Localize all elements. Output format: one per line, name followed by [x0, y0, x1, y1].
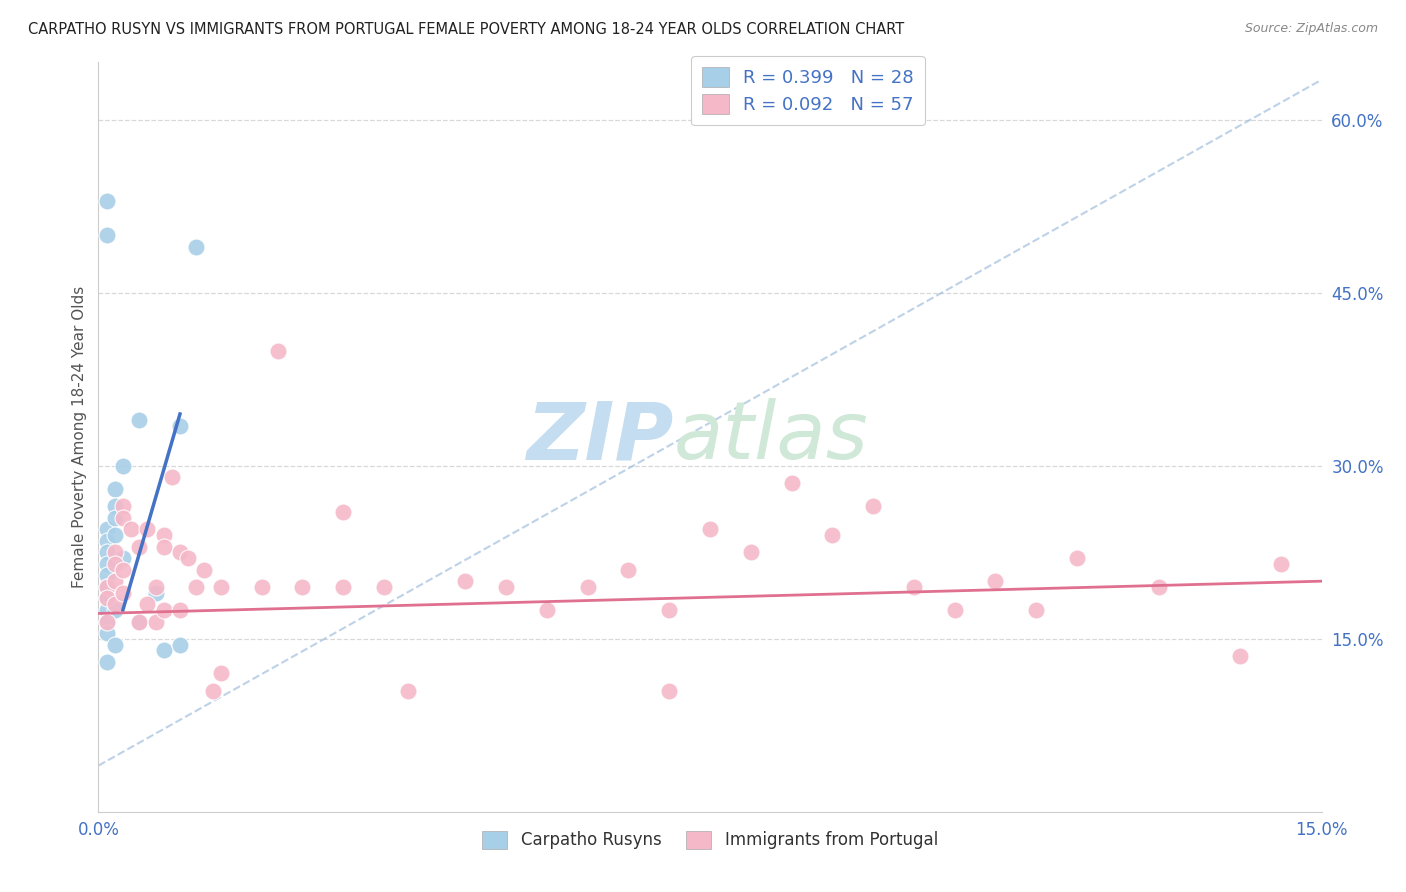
Point	[120, 522, 142, 536]
Point	[111, 510, 134, 524]
Point	[821, 528, 844, 542]
Point	[96, 533, 118, 548]
Point	[111, 563, 134, 577]
Point	[862, 500, 884, 514]
Point	[536, 603, 558, 617]
Point	[373, 580, 395, 594]
Point	[984, 574, 1007, 589]
Point	[136, 522, 159, 536]
Point	[903, 580, 925, 594]
Point	[658, 603, 681, 617]
Point	[104, 574, 127, 589]
Point	[617, 563, 640, 577]
Point	[658, 683, 681, 698]
Point	[1229, 649, 1251, 664]
Point	[943, 603, 966, 617]
Point	[96, 603, 118, 617]
Point	[332, 505, 354, 519]
Point	[111, 500, 134, 514]
Point	[177, 551, 200, 566]
Point	[111, 551, 134, 566]
Point	[128, 615, 150, 629]
Point	[1147, 580, 1170, 594]
Point	[186, 240, 208, 254]
Point	[104, 545, 127, 559]
Point	[740, 545, 762, 559]
Point	[699, 522, 721, 536]
Point	[332, 580, 354, 594]
Point	[96, 591, 118, 606]
Point	[576, 580, 599, 594]
Point	[111, 458, 134, 473]
Point	[291, 580, 314, 594]
Point	[96, 591, 118, 606]
Point	[96, 655, 118, 669]
Point	[104, 557, 127, 571]
Point	[209, 666, 232, 681]
Point	[145, 585, 167, 599]
Point	[96, 522, 118, 536]
Point	[152, 540, 174, 554]
Point	[209, 580, 232, 594]
Point	[201, 683, 224, 698]
Point	[152, 603, 174, 617]
Point	[780, 476, 803, 491]
Point	[193, 563, 215, 577]
Point	[152, 643, 174, 657]
Point	[396, 683, 419, 698]
Point	[136, 597, 159, 611]
Point	[186, 580, 208, 594]
Point	[96, 194, 118, 208]
Point	[145, 580, 167, 594]
Point	[267, 343, 290, 358]
Point	[96, 615, 118, 629]
Text: Source: ZipAtlas.com: Source: ZipAtlas.com	[1244, 22, 1378, 36]
Point	[96, 228, 118, 243]
Legend: Carpatho Rusyns, Immigrants from Portugal: Carpatho Rusyns, Immigrants from Portuga…	[475, 824, 945, 855]
Text: CARPATHO RUSYN VS IMMIGRANTS FROM PORTUGAL FEMALE POVERTY AMONG 18-24 YEAR OLDS : CARPATHO RUSYN VS IMMIGRANTS FROM PORTUG…	[28, 22, 904, 37]
Point	[1270, 557, 1292, 571]
Point	[104, 482, 127, 496]
Point	[152, 528, 174, 542]
Y-axis label: Female Poverty Among 18-24 Year Olds: Female Poverty Among 18-24 Year Olds	[72, 286, 87, 588]
Point	[104, 638, 127, 652]
Point	[128, 413, 150, 427]
Point	[104, 603, 127, 617]
Point	[104, 510, 127, 524]
Point	[96, 615, 118, 629]
Point	[96, 568, 118, 582]
Point	[96, 580, 118, 594]
Point	[454, 574, 477, 589]
Point	[96, 626, 118, 640]
Point	[169, 603, 191, 617]
Point	[1066, 551, 1088, 566]
Point	[128, 615, 150, 629]
Text: atlas: atlas	[673, 398, 868, 476]
Point	[160, 470, 183, 484]
Text: ZIP: ZIP	[526, 398, 673, 476]
Point	[169, 545, 191, 559]
Point	[104, 500, 127, 514]
Point	[128, 540, 150, 554]
Point	[96, 545, 118, 559]
Point	[96, 557, 118, 571]
Point	[1025, 603, 1047, 617]
Point	[495, 580, 517, 594]
Point	[169, 418, 191, 433]
Point	[145, 615, 167, 629]
Point	[96, 580, 118, 594]
Point	[104, 528, 127, 542]
Point	[104, 597, 127, 611]
Point	[169, 638, 191, 652]
Point	[111, 585, 134, 599]
Point	[250, 580, 273, 594]
